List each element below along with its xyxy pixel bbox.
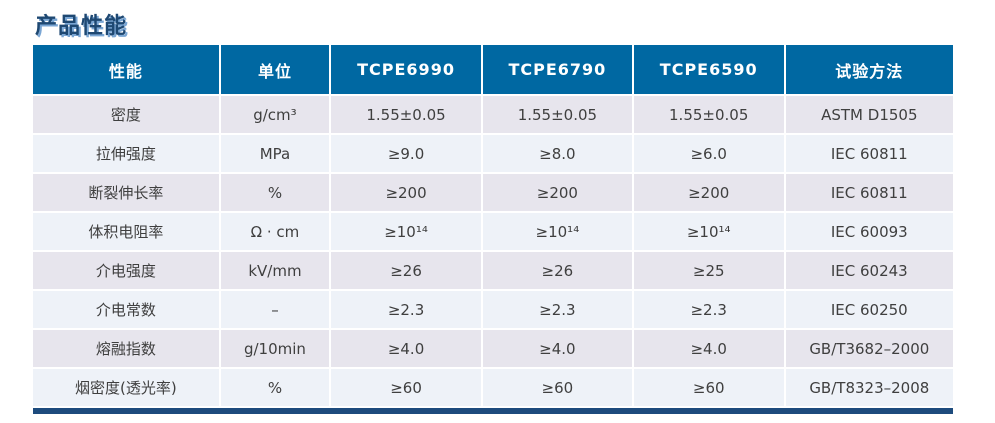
tcpe6790-cell: ≥60 [481,368,634,408]
unit-cell: – [219,290,332,330]
header-tcpe6590: TCPE6590 [632,45,786,96]
table-row-tensile-strength: 拉伸强度 MPa ≥9.0 ≥8.0 ≥6.0 IEC 60811 [33,134,953,174]
tcpe6990-cell: 1.55±0.05 [330,95,483,135]
unit-cell: kV/mm [219,251,332,291]
property-cell: 拉伸强度 [33,134,221,174]
tcpe6990-cell: ≥2.3 [330,290,483,330]
test-method-cell: IEC 60811 [784,134,953,174]
property-cell: 介电强度 [33,251,221,291]
unit-cell: % [219,173,332,213]
tcpe6790-cell: ≥2.3 [481,290,634,330]
table-row-volume-resistivity: 体积电阻率 Ω · cm ≥10¹⁴ ≥10¹⁴ ≥10¹⁴ IEC 60093 [33,212,953,252]
unit-cell: Ω · cm [219,212,332,252]
header-unit: 单位 [219,45,332,96]
header-row: 性能 单位 TCPE6990 TCPE6790 TCPE6590 试验方法 [33,45,953,96]
tcpe6790-cell: ≥200 [481,173,634,213]
header-tcpe6790: TCPE6790 [481,45,634,96]
unit-cell: g/10min [219,329,332,369]
table-bottom-accent-bar [33,408,953,414]
table-row-dielectric-constant: 介电常数 – ≥2.3 ≥2.3 ≥2.3 IEC 60250 [33,290,953,330]
tcpe6790-cell: ≥26 [481,251,634,291]
tcpe6990-cell: ≥60 [330,368,483,408]
page-title: 产品性能 [35,14,128,39]
table-row-density: 密度 g/cm³ 1.55±0.05 1.55±0.05 1.55±0.05 A… [33,95,953,135]
tcpe6590-cell: 1.55±0.05 [632,95,786,135]
test-method-cell: GB/T8323–2008 [784,368,953,408]
tcpe6790-cell: ≥8.0 [481,134,634,174]
property-cell: 体积电阻率 [33,212,221,252]
tcpe6990-cell: ≥4.0 [330,329,483,369]
test-method-cell: IEC 60811 [784,173,953,213]
spec-table: 性能 单位 TCPE6990 TCPE6790 TCPE6590 试验方法 密度… [33,45,953,408]
tcpe6590-cell: ≥10¹⁴ [632,212,786,252]
table-row-smoke-density: 烟密度(透光率) % ≥60 ≥60 ≥60 GB/T8323–2008 [33,368,953,408]
tcpe6990-cell: ≥26 [330,251,483,291]
test-method-cell: IEC 60243 [784,251,953,291]
property-cell: 熔融指数 [33,329,221,369]
tcpe6590-cell: ≥4.0 [632,329,786,369]
table-row-elongation: 断裂伸长率 % ≥200 ≥200 ≥200 IEC 60811 [33,173,953,213]
tcpe6590-cell: ≥6.0 [632,134,786,174]
header-test-method: 试验方法 [784,45,953,96]
tcpe6590-cell: ≥60 [632,368,786,408]
property-cell: 密度 [33,95,221,135]
tcpe6790-cell: 1.55±0.05 [481,95,634,135]
unit-cell: % [219,368,332,408]
tcpe6990-cell: ≥200 [330,173,483,213]
test-method-cell: IEC 60250 [784,290,953,330]
header-tcpe6990: TCPE6990 [330,45,483,96]
tcpe6590-cell: ≥200 [632,173,786,213]
table-row-dielectric-strength: 介电强度 kV/mm ≥26 ≥26 ≥25 IEC 60243 [33,251,953,291]
tcpe6790-cell: ≥4.0 [481,329,634,369]
test-method-cell: ASTM D1505 [784,95,953,135]
tcpe6590-cell: ≥2.3 [632,290,786,330]
test-method-cell: IEC 60093 [784,212,953,252]
property-cell: 介电常数 [33,290,221,330]
tcpe6990-cell: ≥10¹⁴ [330,212,483,252]
property-cell: 断裂伸长率 [33,173,221,213]
table-row-melt-index: 熔融指数 g/10min ≥4.0 ≥4.0 ≥4.0 GB/T3682–200… [33,329,953,369]
product-performance-table: 性能 单位 TCPE6990 TCPE6790 TCPE6590 试验方法 密度… [33,45,953,414]
tcpe6790-cell: ≥10¹⁴ [481,212,634,252]
test-method-cell: GB/T3682–2000 [784,329,953,369]
tcpe6590-cell: ≥25 [632,251,786,291]
unit-cell: g/cm³ [219,95,332,135]
unit-cell: MPa [219,134,332,174]
tcpe6990-cell: ≥9.0 [330,134,483,174]
property-cell: 烟密度(透光率) [33,368,221,408]
header-property: 性能 [33,45,221,96]
